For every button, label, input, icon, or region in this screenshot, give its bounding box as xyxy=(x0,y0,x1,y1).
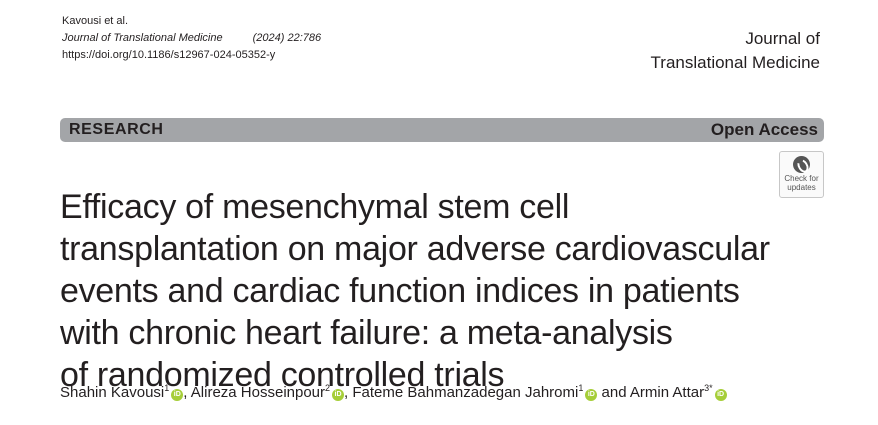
author-name: Fateme Bahmanzadegan Jahromi xyxy=(352,384,579,401)
title-line: events and cardiac function indices in p… xyxy=(60,271,740,310)
journal-citation-line: Journal of Translational Medicine (2024) … xyxy=(62,30,321,47)
journal-citation: Journal of Translational Medicine xyxy=(62,32,223,44)
article-title: Efficacy of mesenchymal stem cell transp… xyxy=(60,186,840,396)
check-for-updates-line1: Check for xyxy=(784,174,819,183)
title-line: transplantation on major adverse cardiov… xyxy=(60,229,770,268)
doi-link[interactable]: https://doi.org/10.1186/s12967-024-05352… xyxy=(62,49,276,61)
author-separator: , xyxy=(344,384,353,401)
journal-name-line1: Journal of xyxy=(745,29,820,48)
author-name: Shahin Kavousi xyxy=(60,384,165,401)
title-line: of randomized controlled trials xyxy=(60,355,505,394)
orcid-icon[interactable]: iD xyxy=(585,389,598,401)
article-type-banner: RESEARCH Open Access xyxy=(60,118,824,142)
journal-name: Journal of Translational Medicine xyxy=(651,27,820,75)
check-for-updates-line2: updates xyxy=(787,183,816,192)
author-affiliation: 1 xyxy=(164,383,170,393)
author-name: Armin Attar xyxy=(629,384,705,401)
author-affiliation: 3* xyxy=(704,383,713,393)
author-separator: , xyxy=(183,384,191,401)
orcid-icon[interactable]: iD xyxy=(332,389,345,401)
citation-block: Kavousi et al. Journal of Translational … xyxy=(62,13,321,64)
volume: (2024) 22:786 xyxy=(252,32,322,44)
title-line: with chronic heart failure: a meta-analy… xyxy=(60,313,673,352)
authors-short: Kavousi et al. xyxy=(62,15,129,27)
author-list: Shahin Kavousi1iD, Alireza Hosseinpour2i… xyxy=(60,383,727,401)
author-affiliation: 2 xyxy=(325,383,331,393)
open-access-label: Open Access xyxy=(710,120,818,139)
journal-name-line2: Translational Medicine xyxy=(650,53,820,72)
author-name: Alireza Hosseinpour xyxy=(190,384,326,401)
author-affiliation: 1 xyxy=(578,383,584,393)
orcid-icon[interactable]: iD xyxy=(171,389,184,401)
check-for-updates-button[interactable]: Check for updates xyxy=(779,151,824,198)
author-separator: and xyxy=(597,384,630,401)
check-for-updates-icon xyxy=(793,156,810,173)
orcid-icon[interactable]: iD xyxy=(714,389,727,401)
article-type-label: RESEARCH xyxy=(69,121,164,138)
title-line: Efficacy of mesenchymal stem cell xyxy=(60,187,570,226)
